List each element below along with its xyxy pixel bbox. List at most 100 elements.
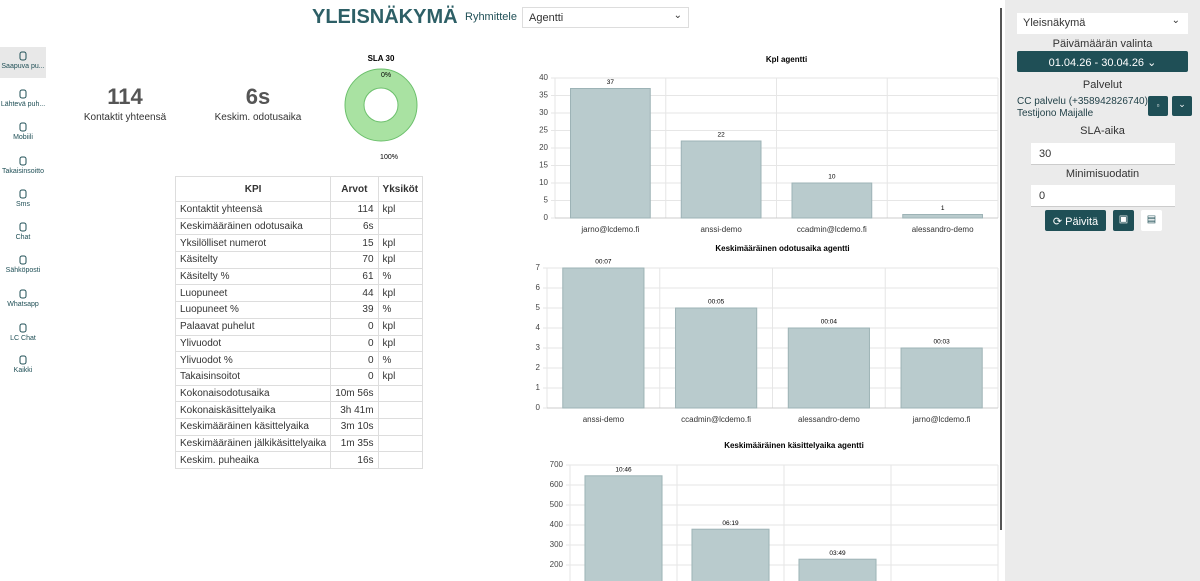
table-cell: Keskimääräinen käsittelyaika <box>174 417 332 436</box>
nav-icon <box>19 323 27 333</box>
bar <box>562 267 645 409</box>
table-row: Kontaktit yhteensä 114 kpl <box>174 201 424 219</box>
table-cell: kpl <box>377 334 424 353</box>
view-value: Yleisnäkymä <box>1023 17 1086 29</box>
table-cell: % <box>377 267 424 286</box>
table-cell: Kontaktit yhteensä <box>174 201 332 219</box>
y-tick-label: 35 <box>539 91 548 100</box>
table-cell: 70 <box>330 251 379 269</box>
table-cell: Käsitelty <box>174 251 332 269</box>
table-row: Käsitelty 70 kpl <box>174 251 424 269</box>
table-cell <box>377 417 424 436</box>
table-header: KPI Arvot Yksiköt <box>174 176 424 202</box>
table-row: Luopuneet % 39% <box>174 301 424 319</box>
table-cell: 0 <box>330 351 379 369</box>
y-tick-label: 7 <box>536 263 541 272</box>
table-cell: Keskimääräinen odotusaika <box>174 217 332 236</box>
header-cell: Yksiköt <box>377 176 424 202</box>
y-tick-label: 700 <box>550 460 564 469</box>
y-tick-label: 3 <box>536 343 541 352</box>
y-tick-label: 600 <box>550 480 564 489</box>
x-tick-label: anssi-demo <box>700 225 742 234</box>
y-tick-label: 6 <box>536 283 541 292</box>
nav-label: Kaikki <box>14 367 33 374</box>
nav-icon <box>19 289 27 299</box>
bar <box>680 140 762 219</box>
value-label: 10:46 <box>615 467 632 474</box>
table-cell: kpl <box>377 367 424 386</box>
save-button[interactable]: ▣ <box>1113 210 1134 231</box>
nav-label: Mobiili <box>13 134 33 141</box>
y-tick-label: 20 <box>539 143 548 152</box>
table-cell <box>377 401 424 419</box>
y-tick-label: 4 <box>536 323 541 332</box>
nav-label: Sähköposti <box>6 267 41 274</box>
bar <box>675 307 758 409</box>
y-tick-label: 5 <box>536 303 541 312</box>
services-toggle[interactable]: ⌄ <box>1172 96 1192 116</box>
x-tick-label: ccadmin@lcdemo.fi <box>681 415 751 424</box>
table-cell: Ylivuodot % <box>174 351 332 369</box>
sla-label: SLA-aika <box>1080 125 1125 137</box>
sla-input[interactable]: 30 <box>1031 143 1175 165</box>
nav-label: Sms <box>16 201 31 208</box>
table-cell: 16s <box>330 451 379 469</box>
nav-icon <box>19 51 27 61</box>
header-cell: Arvot <box>330 176 379 202</box>
nav-label: Saapuva pu... <box>1 63 44 70</box>
service-line: Testijono Maijalle <box>1017 108 1094 119</box>
nav-icon <box>19 156 27 166</box>
x-tick-label: ccadmin@lcdemo.fi <box>797 225 867 234</box>
y-tick-label: 25 <box>539 126 548 135</box>
x-tick-label: jarno@lcdemo.fi <box>912 415 971 424</box>
nav-icon <box>19 255 27 265</box>
x-tick-label: alessandro-demo <box>798 415 860 424</box>
y-tick-label: 0 <box>544 213 549 222</box>
min-value: 0 <box>1039 190 1046 202</box>
refresh-button[interactable]: ⟳ Päivitä <box>1045 210 1106 231</box>
table-cell: Takaisinsoitot <box>174 367 332 386</box>
bar <box>798 558 877 581</box>
date-button[interactable]: 01.04.26 - 30.04.26 ⌄ <box>1017 51 1188 72</box>
table-row: Kokonaisodotusaika 10m 56s <box>174 384 424 403</box>
table-cell <box>377 384 424 403</box>
table-cell: 3h 41m <box>330 401 379 419</box>
stat-label: Kontaktit yhteensä <box>83 112 167 123</box>
table-row: Ylivuodot % 0% <box>174 351 424 369</box>
nav-icon <box>19 189 27 199</box>
table-cell: Käsitelty % <box>174 267 332 286</box>
min-input[interactable]: 0 <box>1031 185 1175 207</box>
donut-slice <box>345 69 417 142</box>
stat-value: 114 <box>107 84 143 109</box>
value-label: 00:05 <box>708 299 725 306</box>
view-select[interactable]: Yleisnäkymä ⌄ <box>1017 13 1188 34</box>
stat: 114 Kontaktit yhteensä <box>75 84 175 123</box>
x-tick-label: jarno@lcdemo.fi <box>580 225 639 234</box>
x-tick-label: anssi-demo <box>583 415 625 424</box>
table-cell: Keskimääräinen jälkikäsittelyaika <box>174 434 332 453</box>
services-add[interactable]: ▫ <box>1148 96 1168 116</box>
calc-button[interactable]: ▤ <box>1141 210 1162 231</box>
stat-value: 6s <box>245 84 271 109</box>
value-label: 10 <box>828 174 836 181</box>
donut-edge <box>344 68 418 142</box>
table-cell: Luopuneet <box>174 284 332 303</box>
date-label: Päivämäärän valinta <box>1052 38 1153 50</box>
value-label: 00:03 <box>933 339 950 346</box>
y-tick-label: 300 <box>550 540 564 549</box>
chevron: ⌄ <box>673 10 682 21</box>
nav-label: Takaisinsoitto <box>2 168 44 175</box>
table-cell: Kokonaisodotusaika <box>174 384 332 403</box>
stat: 6s Keskim. odotusaika <box>208 84 308 123</box>
table-cell <box>377 434 424 453</box>
value-label: 03:49 <box>829 550 846 557</box>
table-cell: Kokonaiskäsittelyaika <box>174 401 332 419</box>
group-select[interactable]: Agentti ⌄ <box>522 7 689 28</box>
table-cell: 0 <box>330 334 379 353</box>
table-cell: 1m 35s <box>330 434 379 453</box>
chart-title: Keskimääräinen odotusaika agentti <box>715 244 849 253</box>
chart-title: Keskimääräinen käsittelyaika agentti <box>724 441 864 450</box>
nav-label: Whatsapp <box>7 301 39 308</box>
x-tick-label: alessandro-demo <box>912 225 974 234</box>
